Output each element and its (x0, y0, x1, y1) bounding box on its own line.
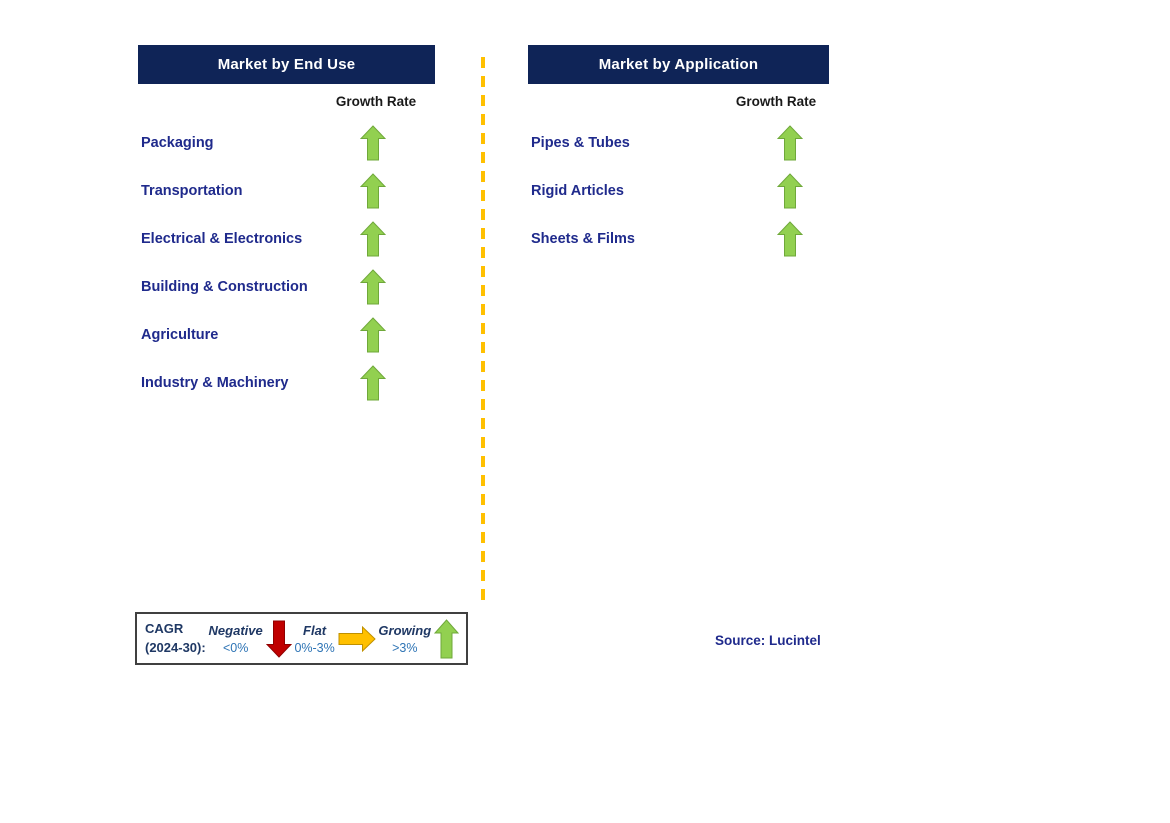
up-arrow-icon (777, 125, 803, 161)
legend-title: CAGR (2024-30): (145, 620, 206, 658)
segment-label: Transportation (141, 183, 243, 199)
legend-entry-growing: Growing >3% (378, 623, 431, 655)
segment-row: Electrical & Electronics (141, 219, 386, 259)
up-arrow-icon (777, 173, 803, 209)
up-arrow-icon (433, 618, 459, 659)
panel-title-bar: Market by End Use (138, 45, 435, 84)
panel-title-bar: Market by Application (528, 45, 829, 84)
segment-label: Pipes & Tubes (531, 135, 630, 151)
segment-row: Pipes & Tubes (531, 123, 803, 163)
legend-entry-flat: Flat 0%-3% (294, 623, 334, 655)
up-arrow-icon (360, 125, 386, 161)
legend-entry-range: >3% (392, 640, 418, 655)
segment-row: Building & Construction (141, 267, 386, 307)
cagr-legend: CAGR (2024-30): Negative <0% Flat 0%-3% … (135, 612, 468, 665)
right-arrow-icon (338, 625, 376, 652)
up-arrow-icon (360, 269, 386, 305)
segment-label: Rigid Articles (531, 183, 624, 199)
legend-entry-range: <0% (222, 640, 249, 655)
segment-row: Rigid Articles (531, 171, 803, 211)
legend-entry-label: Flat (303, 622, 327, 638)
up-arrow-icon (360, 221, 386, 257)
legend-entry-negative: Negative <0% (209, 623, 263, 655)
growth-rate-label: Growth Rate (735, 94, 817, 109)
growth-rate-label: Growth Rate (335, 94, 417, 109)
dashed-divider (481, 57, 485, 602)
segment-row: Industry & Machinery (141, 363, 386, 403)
segment-row: Transportation (141, 171, 386, 211)
segment-label: Packaging (141, 135, 214, 151)
segment-label: Agriculture (141, 327, 219, 343)
down-arrow-icon (265, 620, 292, 658)
segment-row: Packaging (141, 123, 386, 163)
up-arrow-icon (360, 317, 386, 353)
segment-row: Sheets & Films (531, 219, 803, 259)
legend-title-line2: (2024-30): (145, 639, 206, 655)
panel-title: Market by Application (598, 56, 759, 73)
segment-label: Electrical & Electronics (141, 231, 303, 247)
legend-entry-label: Negative (208, 622, 263, 638)
segment-label: Building & Construction (141, 279, 308, 295)
legend-entry-range: 0%-3% (294, 640, 335, 655)
segment-label: Sheets & Films (531, 231, 635, 247)
legend-title-line1: CAGR (145, 620, 184, 636)
segment-label: Industry & Machinery (141, 375, 289, 391)
up-arrow-icon (777, 221, 803, 257)
legend-entry-label: Growing (378, 622, 432, 638)
panel-title: Market by End Use (217, 56, 356, 73)
source-credit: Source: Lucintel (715, 633, 821, 648)
segment-row: Agriculture (141, 315, 386, 355)
up-arrow-icon (360, 365, 386, 401)
up-arrow-icon (360, 173, 386, 209)
